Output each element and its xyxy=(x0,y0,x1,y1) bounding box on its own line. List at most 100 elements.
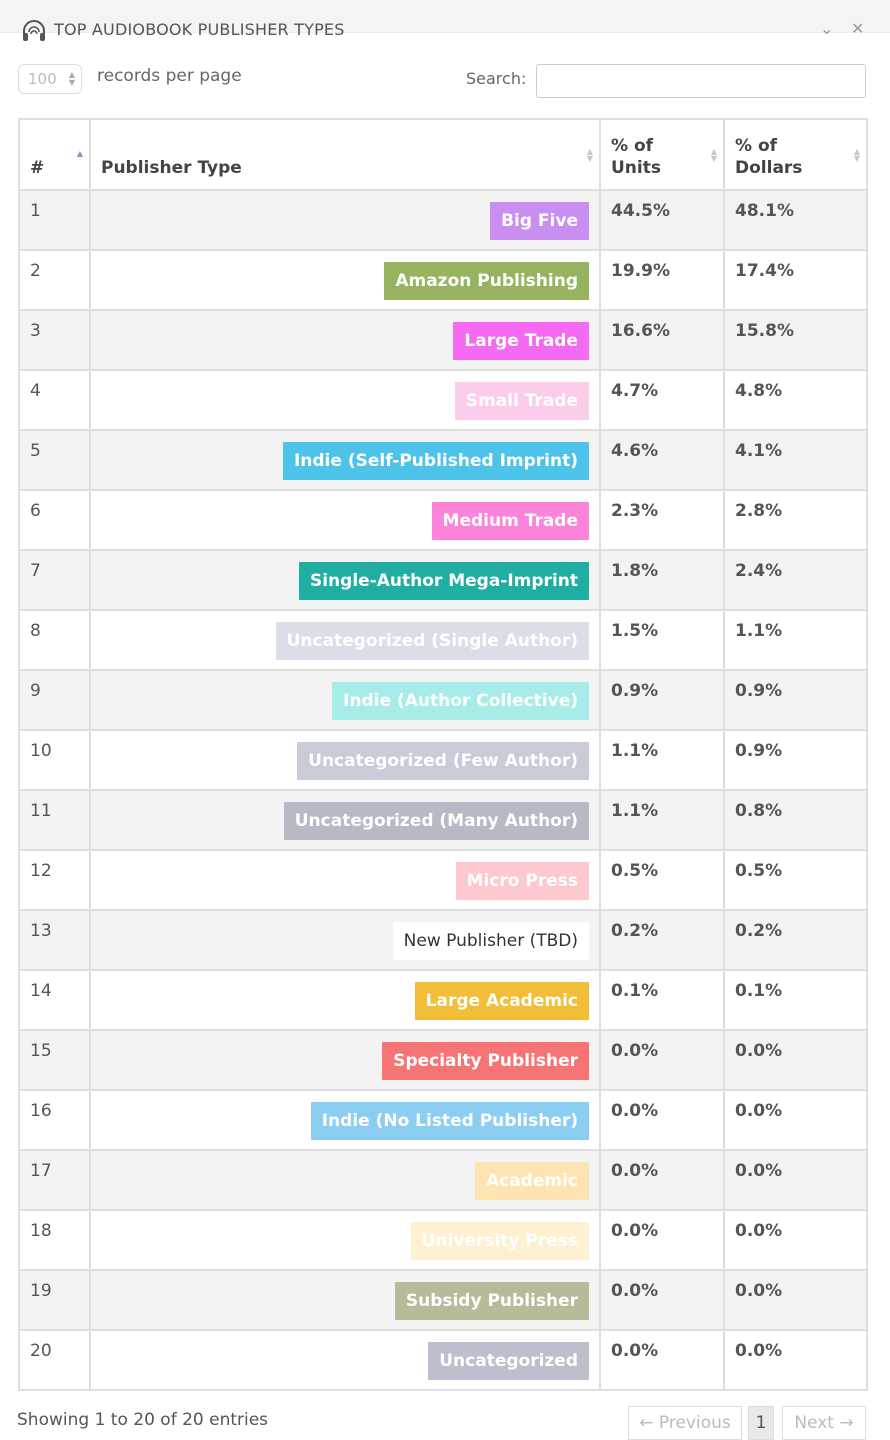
publisher-type-badge: New Publisher (TBD) xyxy=(392,922,589,960)
dollars-percent-cell: 0.0% xyxy=(723,1149,868,1211)
publisher-type-cell: Uncategorized (Few Author) xyxy=(89,729,601,791)
table-row: 6 Medium Trade 2.3% 2.8% xyxy=(18,489,868,551)
publisher-type-badge: Indie (Author Collective) xyxy=(332,682,589,720)
table-info: Showing 1 to 20 of 20 entries xyxy=(17,1410,269,1430)
dollars-percent-cell: 4.8% xyxy=(723,369,868,431)
rank-cell: 10 xyxy=(18,729,91,791)
publisher-type-cell: Indie (Self-Published Imprint) xyxy=(89,429,601,491)
records-per-page-label: records per page xyxy=(97,66,242,86)
column-header-label: % of Units xyxy=(611,136,661,178)
table-row: 11 Uncategorized (Many Author) 1.1% 0.8% xyxy=(18,789,868,851)
current-page-button[interactable]: 1 xyxy=(748,1406,774,1440)
records-per-page-select[interactable]: 100 ▲ ▼ xyxy=(18,64,82,94)
publisher-type-cell: University Press xyxy=(89,1209,601,1271)
rank-cell: 20 xyxy=(18,1329,91,1391)
publisher-type-cell: Uncategorized (Many Author) xyxy=(89,789,601,851)
publisher-type-cell: Small Trade xyxy=(89,369,601,431)
table-row: 1 Big Five 44.5% 48.1% xyxy=(18,189,868,251)
dollars-percent-cell: 0.0% xyxy=(723,1269,868,1331)
units-percent-cell: 0.0% xyxy=(599,1149,725,1211)
publisher-type-badge: Specialty Publisher xyxy=(382,1042,589,1080)
table-row: 10 Uncategorized (Few Author) 1.1% 0.9% xyxy=(18,729,868,791)
rank-cell: 16 xyxy=(18,1089,91,1151)
dollars-percent-cell: 0.2% xyxy=(723,909,868,971)
publisher-type-cell: Specialty Publisher xyxy=(89,1029,601,1091)
rank-cell: 6 xyxy=(18,489,91,551)
column-header-label: % of Dollars xyxy=(735,136,803,178)
publisher-type-badge: Uncategorized xyxy=(428,1342,589,1380)
column-header-rank[interactable]: # ▲ xyxy=(18,118,91,191)
dollars-percent-cell: 17.4% xyxy=(723,249,868,311)
sort-asc-icon: ▲ xyxy=(76,149,83,158)
publisher-type-badge: Amazon Publishing xyxy=(384,262,589,300)
publisher-type-cell: Subsidy Publisher xyxy=(89,1269,601,1331)
units-percent-cell: 1.1% xyxy=(599,789,725,851)
publisher-type-badge: Uncategorized (Single Author) xyxy=(275,622,589,660)
publisher-type-badge: Medium Trade xyxy=(431,502,589,540)
sort-icon: ▲ ▼ xyxy=(710,147,717,163)
units-percent-cell: 0.0% xyxy=(599,1029,725,1091)
publisher-type-cell: Academic xyxy=(89,1149,601,1211)
rank-cell: 4 xyxy=(18,369,91,431)
units-percent-cell: 1.5% xyxy=(599,609,725,671)
publisher-type-cell: Medium Trade xyxy=(89,489,601,551)
table-row: 8 Uncategorized (Single Author) 1.5% 1.1% xyxy=(18,609,868,671)
dollars-percent-cell: 0.1% xyxy=(723,969,868,1031)
dollars-percent-cell: 2.4% xyxy=(723,549,868,611)
publisher-type-badge: Academic xyxy=(474,1162,589,1200)
publisher-type-cell: Large Trade xyxy=(89,309,601,371)
publisher-types-table: # ▲ Publisher Type ▲ ▼ % of Units ▲ ▼ % of… xyxy=(18,118,868,1391)
table-row: 18 University Press 0.0% 0.0% xyxy=(18,1209,868,1271)
rank-cell: 7 xyxy=(18,549,91,611)
publisher-type-badge: Single-Author Mega-Imprint xyxy=(298,562,589,600)
publisher-type-cell: Big Five xyxy=(89,189,601,251)
units-percent-cell: 0.0% xyxy=(599,1089,725,1151)
table-row: 14 Large Academic 0.1% 0.1% xyxy=(18,969,868,1031)
table-row: 16 Indie (No Listed Publisher) 0.0% 0.0% xyxy=(18,1089,868,1151)
headphones-icon xyxy=(23,20,45,41)
publisher-type-cell: Uncategorized xyxy=(89,1329,601,1391)
rank-cell: 17 xyxy=(18,1149,91,1211)
table-body: 1 Big Five 44.5% 48.1% 2 Amazon Publishing 19.… xyxy=(18,189,868,1391)
publisher-type-cell: Large Academic xyxy=(89,969,601,1031)
table-row: 15 Specialty Publisher 0.0% 0.0% xyxy=(18,1029,868,1091)
table-row: 17 Academic 0.0% 0.0% xyxy=(18,1149,868,1211)
column-header-units[interactable]: % of Units ▲ ▼ xyxy=(599,118,725,191)
publisher-type-cell: Single-Author Mega-Imprint xyxy=(89,549,601,611)
units-percent-cell: 1.8% xyxy=(599,549,725,611)
dollars-percent-cell: 0.8% xyxy=(723,789,868,851)
search-label: Search: xyxy=(466,69,527,88)
table-row: 5 Indie (Self-Published Imprint) 4.6% 4.1% xyxy=(18,429,868,491)
dollars-percent-cell: 48.1% xyxy=(723,189,868,251)
rank-cell: 2 xyxy=(18,249,91,311)
close-icon[interactable]: ✕ xyxy=(851,19,865,38)
table-row: 9 Indie (Author Collective) 0.9% 0.9% xyxy=(18,669,868,731)
table-row: 19 Subsidy Publisher 0.0% 0.0% xyxy=(18,1269,868,1331)
rank-cell: 1 xyxy=(18,189,91,251)
previous-page-button[interactable]: ← Previous xyxy=(628,1406,742,1440)
publisher-type-cell: Micro Press xyxy=(89,849,601,911)
sort-icon: ▲ ▼ xyxy=(853,147,860,163)
table-row: 3 Large Trade 16.6% 15.8% xyxy=(18,309,868,371)
units-percent-cell: 0.1% xyxy=(599,969,725,1031)
search-input[interactable] xyxy=(536,64,866,98)
sort-icon: ▲ ▼ xyxy=(586,147,593,163)
dollars-percent-cell: 0.0% xyxy=(723,1029,868,1091)
publisher-type-badge: Uncategorized (Many Author) xyxy=(283,802,589,840)
publisher-type-cell: Amazon Publishing xyxy=(89,249,601,311)
next-page-button[interactable]: Next → xyxy=(782,1406,866,1440)
dollars-percent-cell: 2.8% xyxy=(723,489,868,551)
rank-cell: 5 xyxy=(18,429,91,491)
rank-cell: 19 xyxy=(18,1269,91,1331)
rank-cell: 18 xyxy=(18,1209,91,1271)
chevron-down-icon[interactable]: ⌄ xyxy=(820,19,834,38)
rank-cell: 12 xyxy=(18,849,91,911)
publisher-type-badge: Large Trade xyxy=(453,322,589,360)
units-percent-cell: 19.9% xyxy=(599,249,725,311)
publisher-type-cell: Uncategorized (Single Author) xyxy=(89,609,601,671)
column-header-publisher-type[interactable]: Publisher Type ▲ ▼ xyxy=(89,118,601,191)
column-header-dollars[interactable]: % of Dollars ▲ ▼ xyxy=(723,118,868,191)
publisher-type-badge: Indie (No Listed Publisher) xyxy=(310,1102,589,1140)
units-percent-cell: 4.7% xyxy=(599,369,725,431)
